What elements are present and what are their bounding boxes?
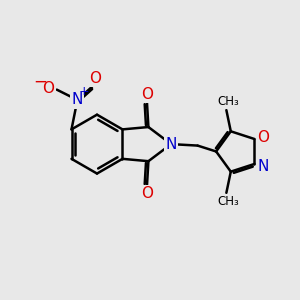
Text: CH₃: CH₃ bbox=[217, 95, 239, 108]
Text: O: O bbox=[43, 81, 55, 96]
Text: −: − bbox=[34, 72, 47, 90]
Text: O: O bbox=[257, 130, 269, 145]
Text: CH₃: CH₃ bbox=[217, 195, 239, 208]
Text: N: N bbox=[165, 136, 177, 152]
Text: N: N bbox=[257, 159, 269, 174]
Text: O: O bbox=[89, 71, 101, 86]
Text: O: O bbox=[141, 87, 153, 102]
Text: +: + bbox=[79, 85, 89, 98]
Text: O: O bbox=[141, 186, 153, 201]
Text: N: N bbox=[72, 92, 83, 107]
